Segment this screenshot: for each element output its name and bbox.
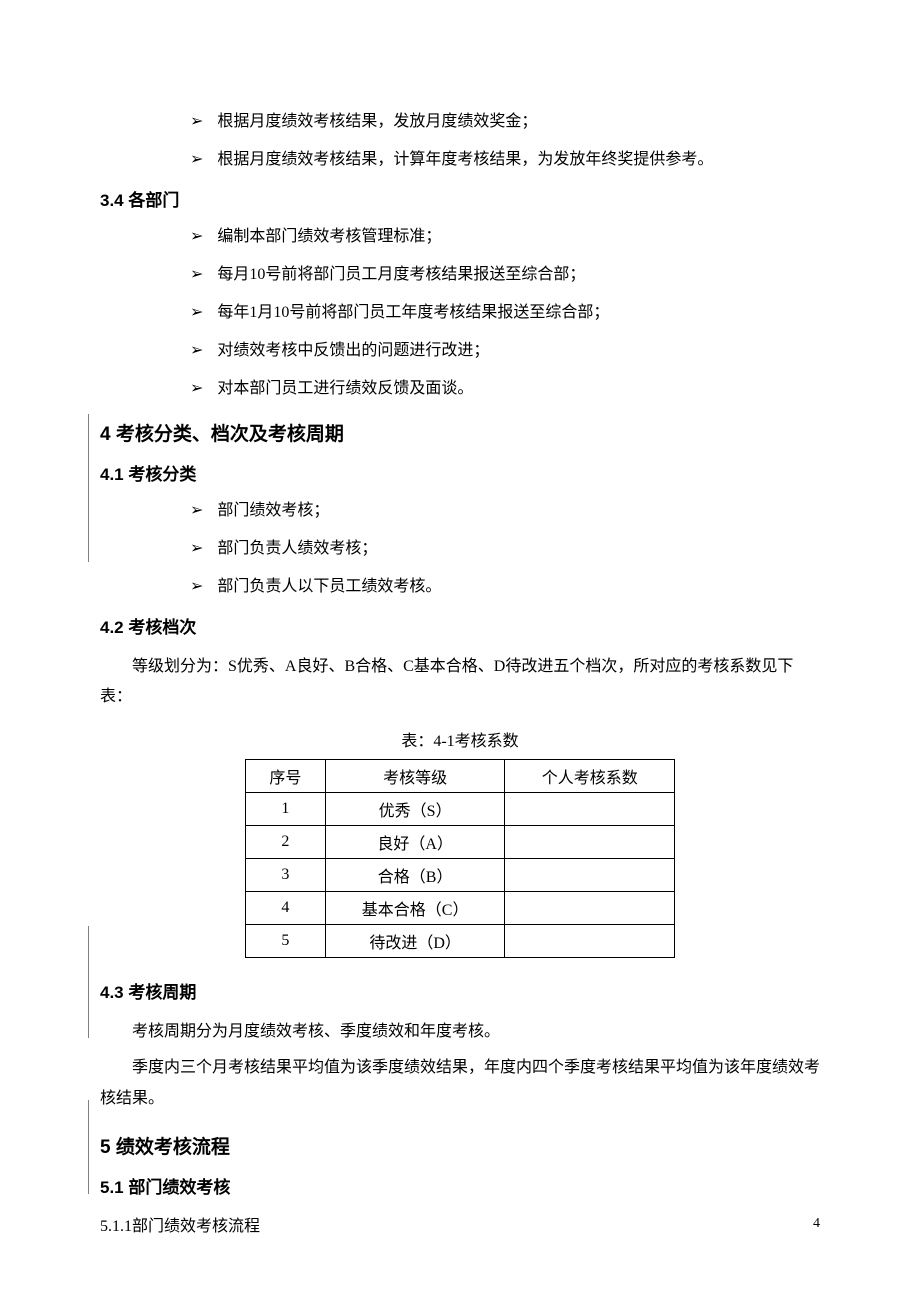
document-body: ➢ 根据月度绩效考核结果，发放月度绩效奖金； ➢ 根据月度绩效考核结果，计算年度… [100,110,820,1236]
bullet-text: 对绩效考核中反馈出的问题进行改进； [217,339,489,363]
bullet-icon: ➢ [190,537,203,561]
heading-5-1: 5.1 部门绩效考核 [100,1173,820,1198]
bullet-icon: ➢ [190,499,203,523]
td: 5 [246,924,326,957]
td [505,825,675,858]
list-item: ➢ 编制本部门绩效考核管理标准； [190,225,820,249]
heading-5: 5 绩效考核流程 [100,1132,820,1159]
page-number: 4 [813,1216,820,1232]
table-header-row: 序号 考核等级 个人考核系数 [246,759,675,792]
td: 合格（B） [325,858,505,891]
th-grade: 考核等级 [325,759,505,792]
td: 4 [246,891,326,924]
bullet-text: 部门负责人以下员工绩效考核。 [217,575,441,599]
td [505,891,675,924]
para-4-3-2: 季度内三个月考核结果平均值为该季度绩效结果，年度内四个季度考核结果平均值为该年度… [100,1053,820,1114]
bullet-text: 编制本部门绩效考核管理标准； [217,225,441,249]
bullet-icon: ➢ [190,263,203,287]
table-row: 3合格（B） [246,858,675,891]
bullet-icon: ➢ [190,110,203,134]
intro-bullet-list: ➢ 根据月度绩效考核结果，发放月度绩效奖金； ➢ 根据月度绩效考核结果，计算年度… [100,110,820,172]
bullet-icon: ➢ [190,377,203,401]
heading-4-1: 4.1 考核分类 [100,460,820,485]
td: 优秀（S） [325,792,505,825]
para-4-2: 等级划分为：S优秀、A良好、B合格、C基本合格、D待改进五个档次，所对应的考核系… [100,652,820,713]
list-item: ➢ 部门负责人绩效考核； [190,537,820,561]
table-row: 5待改进（D） [246,924,675,957]
list-item: ➢ 根据月度绩效考核结果，发放月度绩效奖金； [190,110,820,134]
para-4-3-1: 考核周期分为月度绩效考核、季度绩效和年度考核。 [100,1017,820,1047]
revision-line [88,926,89,1038]
list-item: ➢ 部门绩效考核； [190,499,820,523]
bullet-icon: ➢ [190,575,203,599]
list-item: ➢ 对绩效考核中反馈出的问题进行改进； [190,339,820,363]
revision-line [88,414,89,562]
th-seq: 序号 [246,759,326,792]
heading-4: 4 考核分类、档次及考核周期 [100,419,820,446]
td [505,792,675,825]
bullet-icon: ➢ [190,301,203,325]
table-row: 2良好（A） [246,825,675,858]
td: 2 [246,825,326,858]
revision-line [88,1100,89,1194]
bullet-text: 部门绩效考核； [217,499,329,523]
td: 基本合格（C） [325,891,505,924]
sec-4-1-bullets: ➢ 部门绩效考核； ➢ 部门负责人绩效考核； ➢ 部门负责人以下员工绩效考核。 [100,499,820,599]
list-item: ➢ 每年1月10号前将部门员工年度考核结果报送至综合部； [190,301,820,325]
heading-4-3: 4.3 考核周期 [100,978,820,1003]
table-caption: 表：4-1考核系数 [100,727,820,751]
table-row: 4基本合格（C） [246,891,675,924]
list-item: ➢ 每月10号前将部门员工月度考核结果报送至综合部； [190,263,820,287]
td [505,858,675,891]
bullet-icon: ➢ [190,225,203,249]
td: 良好（A） [325,825,505,858]
td: 待改进（D） [325,924,505,957]
bullet-icon: ➢ [190,148,203,172]
bullet-text: 每月10号前将部门员工月度考核结果报送至综合部； [217,263,585,287]
td: 1 [246,792,326,825]
bullet-text: 部门负责人绩效考核； [217,537,377,561]
td [505,924,675,957]
bullet-text: 对本部门员工进行绩效反馈及面谈。 [217,377,473,401]
table-row: 1优秀（S） [246,792,675,825]
list-item: ➢ 部门负责人以下员工绩效考核。 [190,575,820,599]
th-coef: 个人考核系数 [505,759,675,792]
bullet-text: 根据月度绩效考核结果，计算年度考核结果，为发放年终奖提供参考。 [217,148,713,172]
bullet-icon: ➢ [190,339,203,363]
list-item: ➢ 对本部门员工进行绩效反馈及面谈。 [190,377,820,401]
grade-table: 序号 考核等级 个人考核系数 1优秀（S） 2良好（A） 3合格（B） 4基本合… [245,759,675,958]
td: 3 [246,858,326,891]
list-item: ➢ 根据月度绩效考核结果，计算年度考核结果，为发放年终奖提供参考。 [190,148,820,172]
bullet-text: 每年1月10号前将部门员工年度考核结果报送至综合部； [217,301,609,325]
heading-5-1-1: 5.1.1部门绩效考核流程 [100,1212,820,1236]
sec-3-4-bullets: ➢ 编制本部门绩效考核管理标准； ➢ 每月10号前将部门员工月度考核结果报送至综合部… [100,225,820,401]
bullet-text: 根据月度绩效考核结果，发放月度绩效奖金； [217,110,537,134]
heading-4-2: 4.2 考核档次 [100,613,820,638]
heading-3-4: 3.4 各部门 [100,186,820,211]
